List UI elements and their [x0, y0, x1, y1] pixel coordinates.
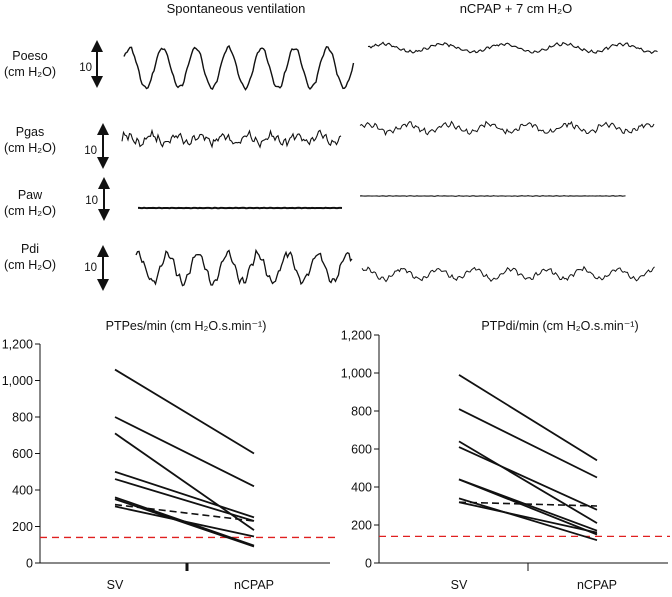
header-spontaneous: Spontaneous ventilation — [167, 1, 306, 16]
y-tick-label: 1,200 — [2, 338, 33, 352]
series-line-s2 — [114, 416, 255, 488]
trace-label-pdi: Pdi (cm H₂O) 10 — [4, 242, 109, 291]
y-tick-label: 1,200 — [341, 329, 372, 343]
series-line-s8 — [114, 505, 255, 538]
trace-label-paw: Paw (cm H₂O) 10 — [4, 177, 110, 221]
y-tick-label: 400 — [351, 481, 372, 495]
poeso-sv-trace — [123, 44, 355, 91]
pgas-ncpap-trace — [359, 120, 655, 137]
trace-unit: (cm H₂O) — [4, 141, 56, 155]
trace-unit: (cm H₂O) — [4, 65, 56, 79]
trace-name: Pdi — [21, 242, 39, 256]
series-line-mean — [458, 501, 598, 507]
series-line-s1 — [458, 374, 598, 462]
series-line-s8 — [458, 501, 598, 534]
x-tick-label: SV — [107, 578, 124, 592]
pdi-sv-trace — [135, 248, 353, 287]
trace-label-pgas: Pgas (cm H₂O) 10 — [4, 123, 109, 169]
trace-label-poeso: Poeso (cm H₂O) 10 — [4, 40, 103, 88]
series-line-s7 — [114, 498, 255, 548]
y-tick-label: 600 — [351, 443, 372, 457]
chart-ptpdi: PTPdi/min (cm H₂O.s.min⁻¹) 0 200 400 600 800 1… — [341, 319, 670, 592]
trace-name: Pgas — [16, 125, 45, 139]
y-tick-label: 200 — [351, 519, 372, 533]
scale-label: 10 — [84, 262, 97, 274]
series-line-s3 — [458, 440, 598, 524]
series-line-s7 — [458, 497, 598, 542]
y-tick-label: 600 — [12, 447, 33, 461]
header-ncpap: nCPAP + 7 cm H₂O — [460, 1, 573, 16]
scale-label: 10 — [85, 195, 98, 207]
chart-title: PTPdi/min (cm H₂O.s.min⁻¹) — [481, 319, 638, 333]
x-tick-label: SV — [451, 578, 468, 592]
series-line-s4 — [458, 446, 598, 511]
trace-name: Paw — [18, 188, 43, 202]
series-line-s6 — [458, 478, 598, 536]
x-tick-label: nCPAP — [577, 578, 617, 592]
y-tick-label: 0 — [26, 557, 33, 571]
series-line-s4 — [114, 470, 255, 519]
y-tick-label: 1,000 — [341, 367, 372, 381]
y-tick-label: 800 — [12, 411, 33, 425]
y-tick-label: 400 — [12, 484, 33, 498]
scale-label: 10 — [79, 62, 92, 74]
chart-title: PTPes/min (cm H₂O.s.min⁻¹) — [106, 319, 267, 333]
y-tick-label: 200 — [12, 520, 33, 534]
series-line-s1 — [114, 368, 255, 455]
paw-ncpap-trace — [359, 195, 626, 197]
scale-label: 10 — [84, 145, 97, 157]
chart-ptpes: PTPes/min (cm H₂O.s.min⁻¹) 0 200 400 600 800 1… — [2, 319, 336, 592]
y-tick-label: 1,000 — [2, 374, 33, 388]
series-line-s5 — [114, 478, 255, 522]
series-line-mean — [114, 503, 255, 522]
pgas-sv-trace — [121, 128, 342, 149]
series-line-s2 — [458, 408, 598, 479]
poeso-ncpap-trace — [367, 41, 658, 55]
x-tick-label: nCPAP — [234, 578, 274, 592]
trace-unit: (cm H₂O) — [4, 204, 56, 218]
y-tick-label: 0 — [365, 557, 372, 571]
trace-unit: (cm H₂O) — [4, 258, 56, 272]
pdi-ncpap-trace — [361, 265, 655, 283]
trace-name: Poeso — [12, 49, 47, 63]
y-tick-label: 800 — [351, 405, 372, 419]
